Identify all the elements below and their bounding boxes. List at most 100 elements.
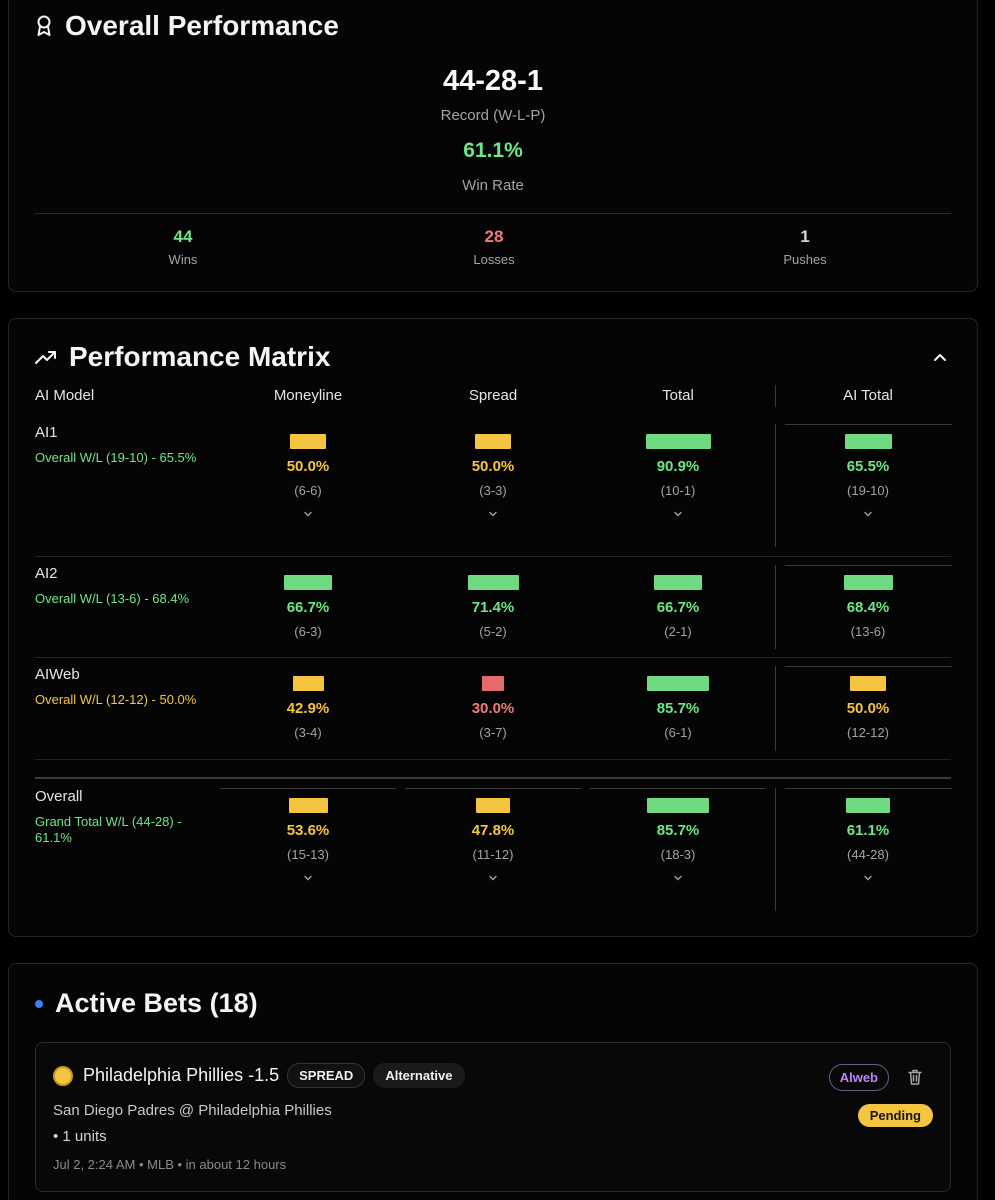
trash-icon[interactable] (906, 1068, 924, 1086)
matrix-cell[interactable]: 66.7% (6-3) (218, 575, 398, 639)
cell-win-rate: 53.6% (286, 822, 330, 839)
matrix-cell[interactable]: 50.0% (3-3) (403, 434, 583, 525)
cell-record: (2-1) (664, 624, 692, 639)
cell-record: (13-6) (850, 624, 886, 639)
status-dot-icon (35, 999, 43, 1008)
matrix-cell[interactable]: 47.8% (11-12) (403, 798, 583, 889)
win-rate-bar (476, 798, 510, 813)
cell-win-rate: 71.4% (471, 599, 515, 616)
matrix-cell[interactable]: 30.0% (3-7) (403, 676, 583, 740)
ai-total-top-line (785, 424, 952, 425)
cell-record: (18-3) (660, 847, 696, 862)
matrix-cell[interactable]: 61.1% (44-28) (778, 798, 958, 889)
row-overall-summary: Overall W/L (13-6) - 68.4% (35, 591, 190, 606)
row-separator (35, 759, 951, 760)
cell-win-rate: 85.7% (656, 822, 700, 839)
overall-performance-heading: Overall Performance (35, 10, 339, 42)
losses-value: 28 (484, 227, 504, 246)
chevron-down-icon[interactable] (862, 508, 874, 520)
cell-win-rate: 66.7% (656, 599, 700, 616)
chevron-down-icon[interactable] (302, 508, 314, 520)
matrix-cell[interactable]: 66.7% (2-1) (588, 575, 768, 639)
column-separator (775, 565, 776, 649)
cell-record: (12-12) (847, 725, 889, 740)
cell-win-rate: 47.8% (471, 822, 515, 839)
divider (35, 213, 951, 214)
wins-value: 44 (173, 227, 193, 246)
cell-record: (15-13) (287, 847, 329, 862)
cell-win-rate: 50.0% (846, 700, 890, 717)
matrix-cell[interactable]: 42.9% (3-4) (218, 676, 398, 740)
matrix-cell[interactable]: 50.0% (6-6) (218, 434, 398, 525)
win-rate-bar (843, 575, 893, 590)
wins-label: Wins (168, 252, 198, 267)
chevron-down-icon[interactable] (862, 872, 874, 884)
bet-title: Philadelphia Phillies -1.5 (83, 1065, 280, 1085)
ai-total-top-line (785, 666, 952, 667)
cell-record: (6-6) (294, 483, 322, 498)
performance-matrix-heading: Performance Matrix (35, 341, 330, 373)
column-separator (775, 788, 776, 911)
record-value: 44-28-1 (443, 65, 543, 97)
win-rate-bar (654, 575, 702, 590)
matrix-cell[interactable]: 65.5% (19-10) (778, 434, 958, 525)
losses-label: Losses (473, 252, 515, 267)
bet-meta: Jul 2, 2:24 AM • MLB • in about 12 hours (53, 1157, 287, 1172)
cell-record: (44-28) (847, 847, 889, 862)
win-rate-bar (647, 798, 709, 813)
active-bets-heading: Active Bets (18) (35, 988, 258, 1019)
matrix-cell[interactable]: 71.4% (5-2) (403, 575, 583, 639)
model-badge: Alweb (828, 1064, 889, 1091)
column-separator (775, 385, 776, 407)
bet-header: Philadelphia Phillies -1.5 SPREAD Altern… (53, 1063, 465, 1088)
chevron-down-icon[interactable] (487, 508, 499, 520)
row-model-name: AIWeb (35, 666, 80, 683)
matrix-cell[interactable]: 53.6% (15-13) (218, 798, 398, 889)
coin-icon (53, 1065, 73, 1086)
win-rate-bar (647, 676, 709, 691)
matrix-cell[interactable]: 90.9% (10-1) (588, 434, 768, 525)
matrix-cell[interactable]: 68.4% (13-6) (778, 575, 958, 639)
overall-performance-title: Overall Performance (65, 10, 339, 41)
active-bets-card: Active Bets (18) Philadelphia Phillies -… (8, 963, 978, 1200)
cell-win-rate: 65.5% (846, 458, 890, 475)
bet-card[interactable]: Philadelphia Phillies -1.5 SPREAD Altern… (35, 1042, 951, 1192)
cell-win-rate: 50.0% (286, 458, 330, 475)
matrix-cell[interactable]: 85.7% (18-3) (588, 798, 768, 889)
row-overall-summary: Overall W/L (19-10) - 65.5% (35, 450, 197, 465)
matrix-cell[interactable]: 85.7% (6-1) (588, 676, 768, 740)
performance-matrix-card: Performance Matrix AI Model Moneyline Sp… (8, 318, 978, 937)
award-icon (37, 15, 51, 36)
cell-win-rate: 90.9% (656, 458, 700, 475)
chevron-down-icon[interactable] (672, 508, 684, 520)
record-label: Record (W-L-P) (440, 107, 546, 124)
win-rate-bar (467, 575, 519, 590)
cell-win-rate: 42.9% (286, 700, 330, 717)
cell-record: (6-3) (294, 624, 322, 639)
cell-win-rate: 50.0% (471, 458, 515, 475)
header-ai-model: AI Model (35, 387, 95, 404)
total-separator (35, 777, 951, 779)
win-rate-bar (482, 676, 504, 691)
pushes-stat: 1 Pushes (705, 227, 905, 267)
chevron-up-icon[interactable] (931, 349, 949, 367)
cell-record: (5-2) (479, 624, 507, 639)
matrix-cell[interactable]: 50.0% (12-12) (778, 676, 958, 740)
cell-record: (10-1) (660, 483, 696, 498)
chevron-down-icon[interactable] (672, 872, 684, 884)
active-bets-title: Active Bets (18) (55, 988, 258, 1018)
win-rate-bar (290, 434, 326, 449)
row-overall-summary: Overall W/L (12-12) - 50.0% (35, 692, 197, 707)
cell-record: (11-12) (472, 847, 514, 862)
cell-record: (3-7) (479, 725, 507, 740)
chevron-down-icon[interactable] (302, 872, 314, 884)
pushes-label: Pushes (783, 252, 827, 267)
trending-up-icon (35, 351, 56, 364)
cell-win-rate: 68.4% (846, 599, 890, 616)
losses-stat: 28 Losses (394, 227, 594, 267)
header-moneyline: Moneyline (273, 387, 343, 404)
chevron-down-icon[interactable] (487, 872, 499, 884)
overall-performance-card: Overall Performance 44-28-1 Record (W-L-… (8, 0, 978, 292)
bet-variant-badge: Alternative (373, 1063, 465, 1088)
win-rate-value: 61.1% (463, 139, 523, 162)
